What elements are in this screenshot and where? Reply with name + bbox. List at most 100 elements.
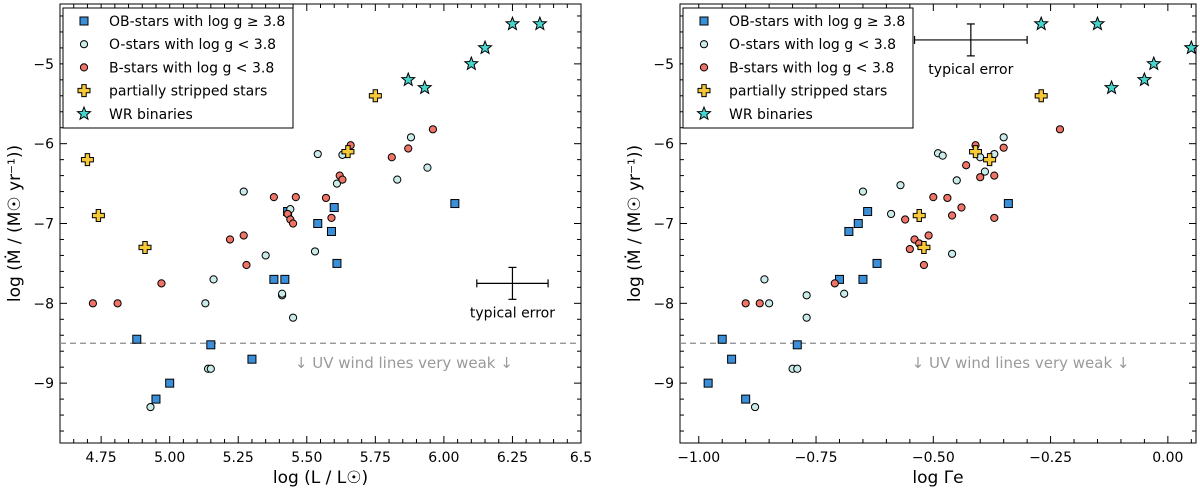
x-tick-label: −0.25 [1029,450,1072,466]
x-tick-label: 5.75 [360,450,391,466]
point-b [741,299,750,308]
point-wr [504,15,521,31]
point-wr [477,39,493,55]
legend-label-ps: partially stripped stars [109,84,267,100]
y-tick-label: −5 [33,57,54,73]
point-o [313,149,322,159]
x-axis-label: log Γe [912,468,963,488]
legend: OB-stars with log g ≥ 3.8 O-stars with lo… [62,7,294,129]
point-b [269,193,278,202]
panel-left: 4.75 5.00 5.25 5.50 5.75 6.00 6.25 6.5 −9 −8 −7 −6 −… [4,3,592,488]
point-b [88,299,98,308]
point-b [943,193,952,203]
legend-label-wr: WR binaries [729,107,813,123]
point-ob [450,199,460,209]
legend-marker-ps [697,84,711,98]
legend-marker-b [79,63,89,72]
legend-marker-wr [76,105,92,121]
x-tick-label: 6.5 [570,450,592,466]
legend-label-b: B-stars with log g < 3.8 [729,60,894,76]
point-ob [165,378,175,388]
point-ps [983,153,997,167]
point-o [206,364,215,373]
point-ob [280,274,290,284]
point-b [905,244,914,254]
point-ob [247,354,257,364]
point-ps [80,153,94,167]
point-ob [741,394,751,404]
point-ob [872,258,882,268]
point-b [990,171,999,180]
series-ps [80,89,382,254]
point-b [288,219,298,228]
point-wr [532,15,548,31]
point-ob [703,378,713,388]
point-o [201,299,210,308]
point-b [338,175,347,184]
panel-right: −1.00 −0.75 −0.50 −0.25 0.00 −9 −8 −7 −6 −5 log Γe… [624,3,1200,488]
point-o [278,289,287,298]
x-tick-label: 6.25 [497,450,528,466]
point-ob [717,334,727,344]
point-o [332,179,342,188]
series-b [741,125,1065,308]
point-o [393,175,402,184]
point-ps [1034,89,1048,103]
legend-label-o: O-stars with log g < 3.8 [109,37,276,53]
legend-marker-b [699,63,709,72]
x-tick-label: −1.00 [677,450,720,466]
x-tick-label: 6.00 [428,450,459,466]
error-bar-label: typical error [928,62,1013,78]
point-b [404,144,413,153]
point-b [1055,125,1065,134]
point-o [886,209,896,219]
point-b [999,143,1008,152]
point-b [157,279,166,288]
point-wr [1103,79,1120,95]
legend-box [62,7,294,129]
point-o [310,247,320,256]
series-b [88,125,438,308]
point-o [952,176,961,185]
point-ob [326,226,336,236]
point-o [423,163,432,172]
x-tick-label: 5.00 [154,450,185,466]
point-b [321,193,331,203]
y-tick-label: −5 [653,57,674,73]
series-o [146,133,432,412]
point-o [858,187,868,196]
point-wr [1183,39,1200,55]
point-o [840,289,849,298]
point-ps [969,145,983,159]
x-axis-label: log (L / L☉) [273,468,368,488]
legend-box [682,7,914,129]
point-b [291,193,300,202]
point-b [976,173,985,182]
point-ob [269,274,279,284]
point-ps [91,209,105,223]
point-b [919,260,929,270]
y-tick-label: −8 [33,296,54,312]
point-b [755,299,764,308]
legend-marker-o [79,40,89,49]
x-tick-label: 5.25 [223,450,254,466]
legend-marker-o [699,40,709,49]
point-ob [206,340,216,350]
point-b [830,279,839,288]
point-b [225,235,235,244]
point-o [146,402,155,412]
point-b [901,215,910,224]
point-o [999,133,1008,142]
x-tick-label: −0.50 [912,450,955,466]
legend-label-ob: OB-stars with log g ≥ 3.8 [109,14,285,30]
x-tick-label: 4.75 [86,450,117,466]
legend-marker-ob [79,16,89,26]
point-wr [1145,55,1162,71]
point-o [896,181,905,190]
y-tick-label: −9 [33,376,54,392]
threshold-label: ↓ UV wind lines very weak ↓ [295,354,513,372]
y-tick-label: −6 [33,137,54,153]
y-axis-label: log (Ṁ / (M☉ yr⁻¹)) [4,145,25,302]
point-wr [1089,15,1106,31]
